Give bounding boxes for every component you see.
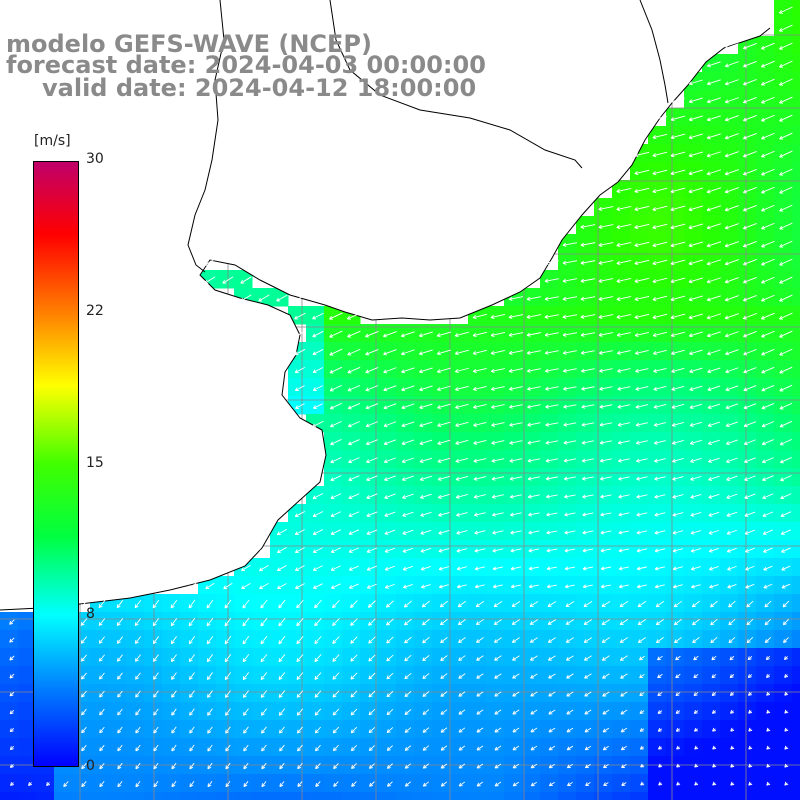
border-line-1 xyxy=(329,0,583,169)
valid-date: valid date: 2024-04-12 18:00:00 xyxy=(42,74,477,102)
land-area xyxy=(0,0,770,610)
coastline-path xyxy=(0,27,771,611)
border-line-0 xyxy=(187,0,225,273)
colorbar-tick-0: 0 xyxy=(86,758,95,774)
colorbar-unit: [m/s] xyxy=(34,133,71,149)
colorbar-tick-22: 22 xyxy=(86,303,104,319)
wind-direction-arrows xyxy=(9,6,793,788)
colorbar xyxy=(33,161,79,767)
colorbar-tick-8: 8 xyxy=(86,606,95,622)
colorbar-tick-15: 15 xyxy=(86,455,104,471)
forecast-date: forecast date: 2024-04-03 00:00:00 xyxy=(6,51,486,79)
coastline xyxy=(0,0,771,611)
colorbar-tick-30: 30 xyxy=(86,151,104,167)
model-title: modelo GEFS-WAVE (NCEP) xyxy=(6,30,372,58)
border-line-2 xyxy=(639,0,669,104)
